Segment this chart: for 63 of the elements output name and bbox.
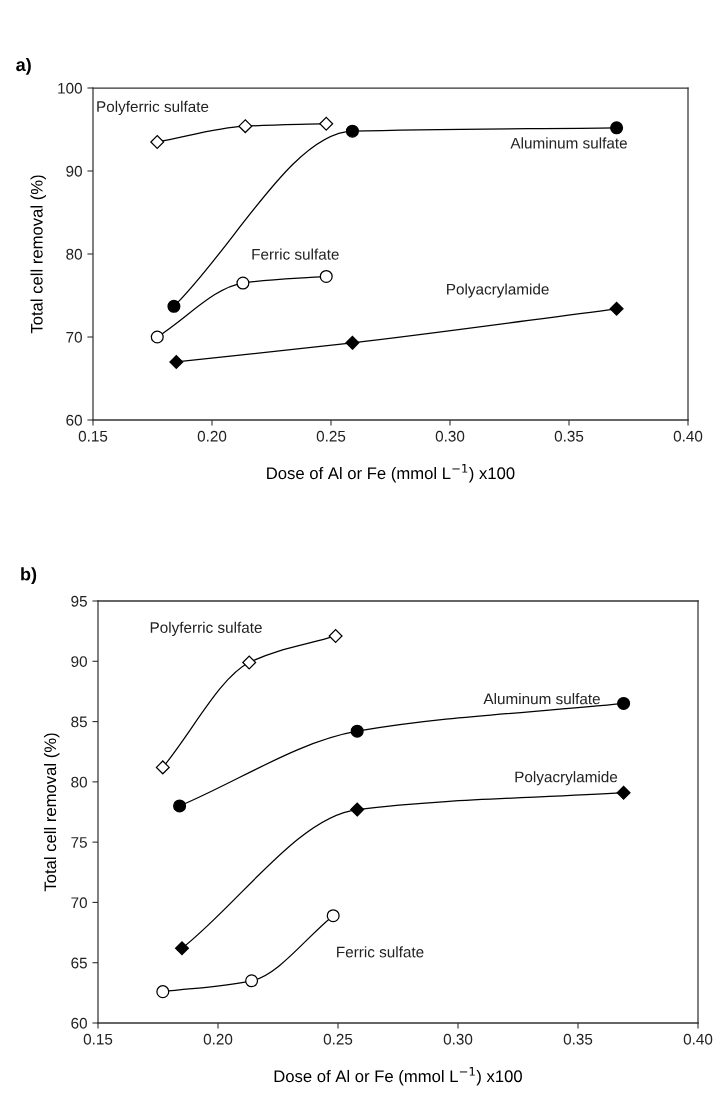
point (155, 760, 170, 775)
point (173, 799, 187, 813)
x-tick-label: 0.25 (316, 430, 346, 442)
x-tick-label: 0.15 (83, 1033, 113, 1045)
series-label: Polyferric sulfate (97, 100, 209, 116)
y-axis-title: Total cell removal (%) (43, 733, 60, 892)
series-label: Polyacrylamide (515, 771, 618, 786)
chart-title: a) (16, 57, 31, 75)
y-tick-label: 90 (66, 165, 82, 177)
x-tick-label: 0.30 (443, 1033, 473, 1045)
series-label: Ferric sulfate (337, 946, 424, 958)
x-tick-label: 0.35 (563, 1033, 593, 1045)
y-tick-label: 60 (66, 414, 82, 426)
point (236, 276, 250, 290)
point (319, 116, 334, 131)
y-tick-label: 95 (71, 595, 87, 607)
x-tick-label: 0.15 (78, 430, 108, 442)
x-tick-label: 0.40 (673, 430, 703, 442)
x-tick-label: 0.20 (203, 1033, 233, 1045)
point (174, 941, 190, 956)
y-tick-label: 85 (71, 716, 87, 728)
point (328, 628, 343, 643)
point (609, 301, 624, 316)
point (350, 802, 365, 817)
series-label: Aluminum sulfate (483, 693, 600, 705)
series-label: Aluminum sulfate (510, 137, 627, 149)
x-tick-label: 0.20 (197, 430, 227, 442)
point (610, 121, 624, 135)
point (350, 724, 364, 738)
y-tick-label: 60 (71, 1017, 87, 1029)
point (345, 124, 359, 138)
x-axis-title: Dose of Al or Fe (mmol L$^{−1}$) x100 (274, 1067, 522, 1086)
x-axis-title: Dose of Al or Fe (mmol L$^{−1}$) x100 (267, 464, 515, 483)
y-tick-label: 65 (71, 957, 87, 969)
y-tick-label: 90 (71, 656, 87, 667)
point (616, 785, 631, 800)
series-label: Polyferric sulfate (150, 621, 262, 636)
point (345, 335, 360, 350)
point (167, 299, 181, 313)
y-axis-title: Total cell removal (%) (30, 175, 46, 334)
point (169, 354, 184, 369)
x-tick-label: 0.40 (683, 1033, 713, 1045)
point (156, 985, 170, 999)
point (242, 655, 257, 670)
y-tick-label: 80 (66, 248, 82, 260)
series-label: Polyacrylamide (447, 283, 549, 298)
point (319, 269, 333, 283)
x-tick-label: 0.30 (435, 430, 465, 442)
point (150, 134, 165, 149)
y-tick-label: 80 (71, 776, 87, 788)
point (617, 696, 631, 711)
y-tick-label: 70 (66, 331, 82, 343)
x-tick-label: 0.25 (323, 1033, 353, 1045)
point (245, 974, 259, 988)
series-label: Ferric sulfate (252, 248, 339, 260)
point (150, 330, 164, 344)
y-tick-label: 100 (58, 82, 82, 94)
x-tick-label: 0.35 (554, 430, 584, 442)
point (238, 119, 253, 134)
y-tick-label: 70 (71, 897, 87, 909)
chart-title: b) (21, 567, 37, 585)
y-tick-label: 75 (71, 837, 87, 848)
point (326, 909, 340, 923)
